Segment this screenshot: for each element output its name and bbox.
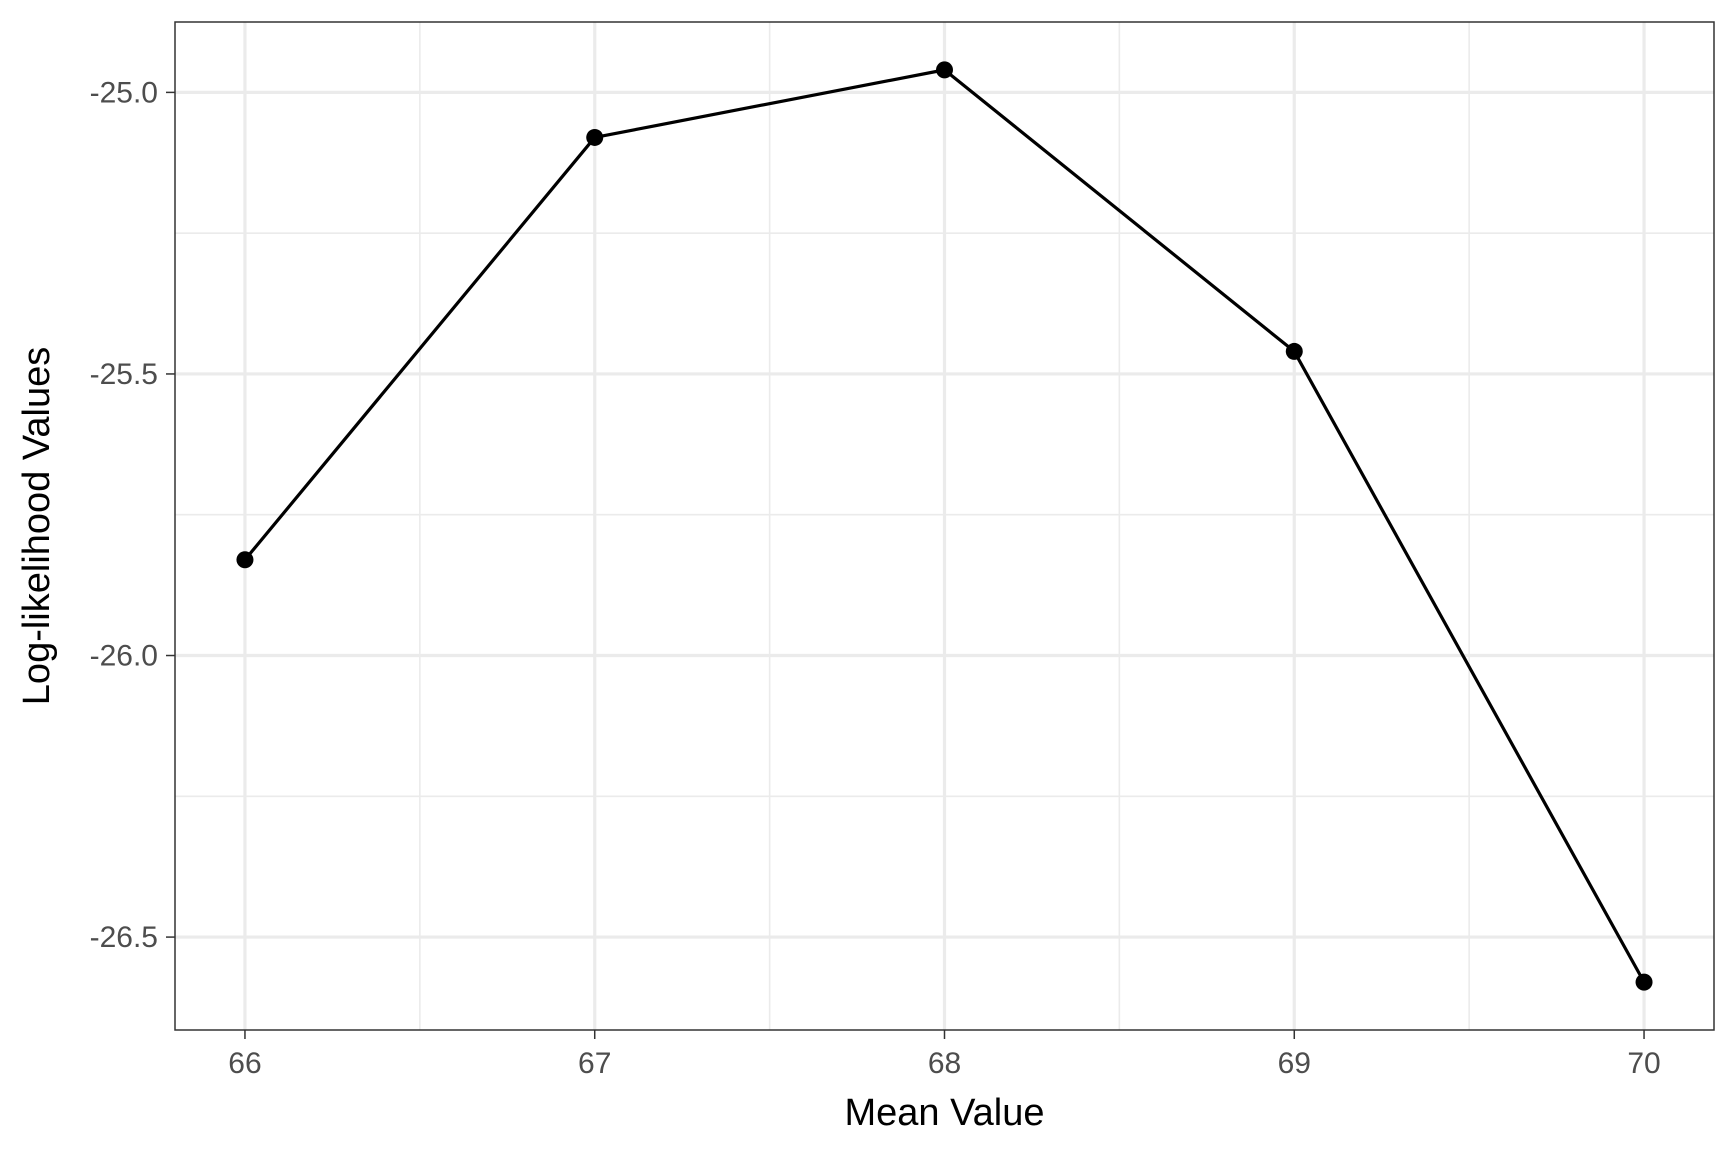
y-tick-label: -25.5	[90, 358, 158, 391]
y-tick-label: -26.0	[90, 640, 158, 673]
series-layer	[236, 61, 1653, 991]
y-tick-label: -25.0	[90, 76, 158, 109]
y-tick-label: -26.5	[90, 921, 158, 954]
x-tick-label: 69	[1278, 1047, 1311, 1080]
x-axis-title: Mean Value	[845, 1092, 1045, 1134]
x-tick-label: 67	[578, 1047, 611, 1080]
x-tick-labels: 66 67 68 69 70	[228, 1047, 1660, 1080]
data-point	[1635, 973, 1653, 991]
x-tick-label: 68	[928, 1047, 961, 1080]
data-point	[936, 61, 953, 79]
y-axis-title: Log-likelihood Values	[16, 347, 58, 705]
y-tick-labels: -25.0 -25.5 -26.0 -26.5	[90, 76, 158, 954]
x-tick-label: 70	[1627, 1047, 1660, 1080]
data-point	[586, 128, 604, 146]
x-tick-label: 66	[228, 1047, 261, 1080]
major-gridlines	[175, 22, 1714, 1030]
data-point	[1285, 342, 1303, 360]
data-point	[236, 551, 254, 569]
axis-ticks	[166, 91, 1645, 1039]
